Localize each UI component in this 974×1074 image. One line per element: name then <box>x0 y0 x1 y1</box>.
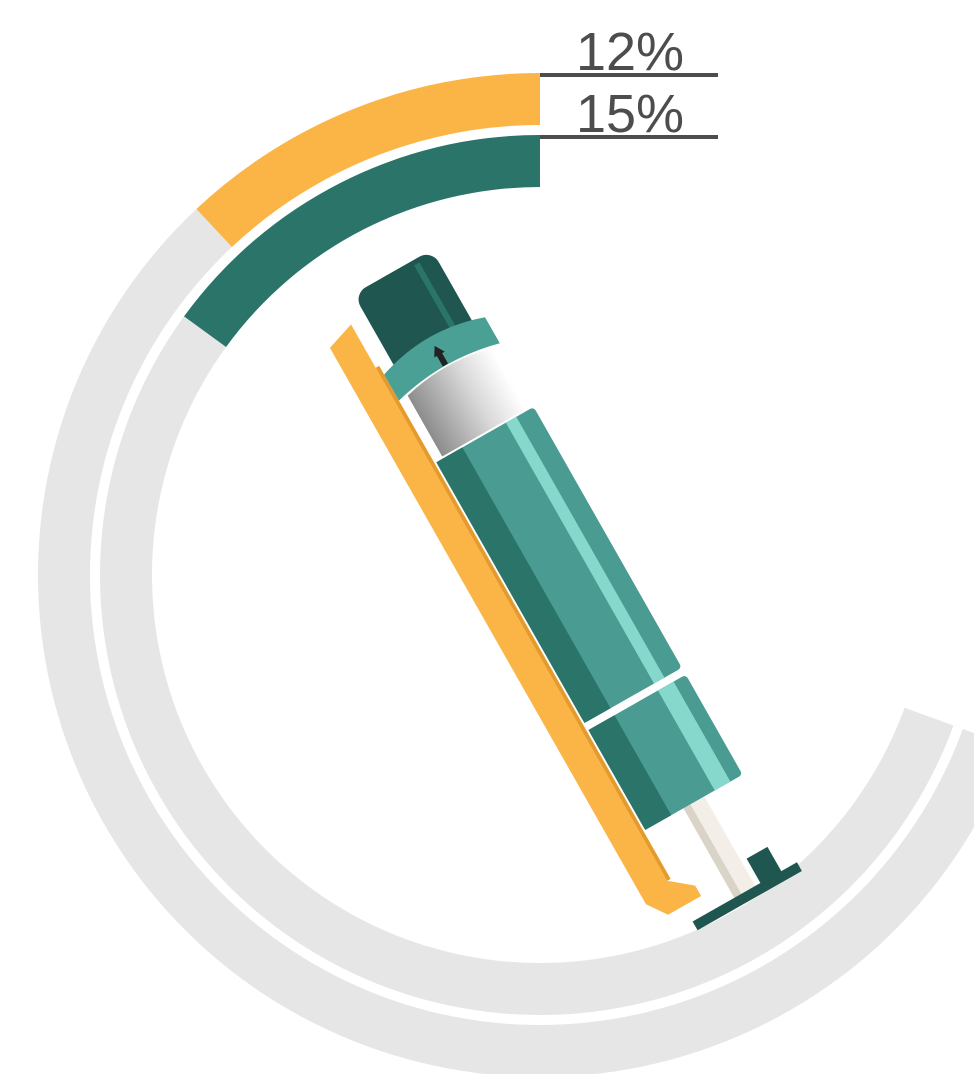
body-shade <box>436 447 611 724</box>
value-label: 15% <box>576 84 684 144</box>
plunger-shade <box>680 799 743 900</box>
body <box>437 408 681 722</box>
plunger-rod <box>680 792 757 900</box>
lower-shade <box>588 715 672 831</box>
track <box>99 316 954 1016</box>
body-stripe <box>505 416 665 684</box>
value-label: 12% <box>576 22 684 82</box>
plate-edge <box>375 365 671 881</box>
radial-bar <box>196 73 540 247</box>
rings <box>38 73 974 1074</box>
plunger-base <box>692 862 802 931</box>
plunger-tab <box>746 846 783 885</box>
arrow-icon <box>434 345 449 367</box>
track <box>38 209 974 1074</box>
backing-plate <box>329 324 702 915</box>
lower-stripe <box>657 681 731 791</box>
window <box>407 348 526 457</box>
syringe-illustration <box>329 254 802 931</box>
labels: 12% 15% <box>540 22 718 144</box>
radial-bar <box>184 135 540 347</box>
cap-stripe <box>414 262 464 344</box>
